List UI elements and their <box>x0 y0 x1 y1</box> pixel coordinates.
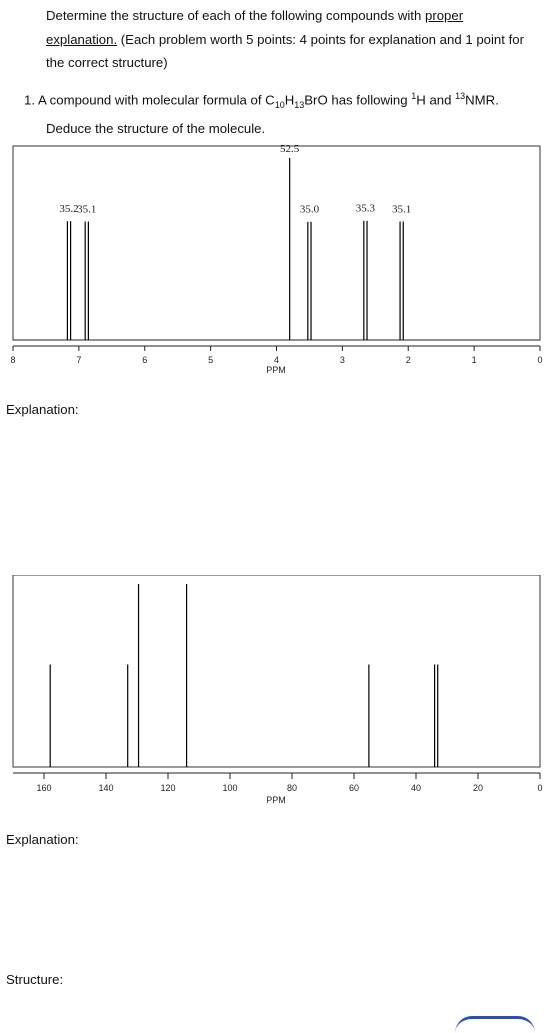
h-nmr-tick-label: 6 <box>142 355 147 365</box>
question-text-e: NMR. <box>465 92 499 108</box>
h-nmr-integration-label: 52.5 <box>280 143 300 155</box>
question-text-b: H <box>284 92 295 108</box>
structure-label: Structure: <box>6 972 64 987</box>
h-nmr-integration-label: 35.0 <box>300 204 320 216</box>
formula-sub-h: 13 <box>294 100 305 111</box>
c-nmr-tick-label: 80 <box>287 783 297 793</box>
h-nmr-tick-label: 4 <box>274 355 279 365</box>
h-nmr-integration-label: 35.1 <box>392 203 411 215</box>
h-nmr-integration-label: 35.3 <box>356 203 376 215</box>
c-nmr-tick-label: 160 <box>36 783 51 793</box>
h-nmr-tick-label: 1 <box>472 355 477 365</box>
h-nmr-integration-label: 35.1 <box>77 203 96 215</box>
c-nmr-tick-label: 100 <box>222 783 237 793</box>
explanation-label-1: Explanation: <box>6 402 79 417</box>
instructions-underline-explanation: explanation. <box>46 31 118 47</box>
instructions-text-1: Determine the structure of each of the f… <box>46 8 425 23</box>
question-line-2: Deduce the structure of the molecule. <box>46 121 266 137</box>
question-number: 1. <box>24 92 35 108</box>
c-nmr-tick-label: 40 <box>411 783 421 793</box>
c13-nmr-spectrum: 160 140 120 100 80 60 40 20 0 PPM <box>12 575 543 805</box>
superscript-13: 13 <box>455 91 466 101</box>
decorative-curve <box>455 1016 535 1033</box>
h-nmr-tick-label: 0 <box>537 355 542 365</box>
c-nmr-tick-label: 140 <box>98 783 113 793</box>
h-nmr-tick-label: 5 <box>208 355 213 365</box>
h-nmr-tick-label: 7 <box>76 355 81 365</box>
c-nmr-tick-label: 0 <box>537 783 542 793</box>
h-nmr-frame <box>12 145 541 341</box>
c-nmr-tick-label: 120 <box>160 783 175 793</box>
h-nmr-tick-label: 3 <box>340 355 345 365</box>
question-text-d: H and <box>416 92 456 108</box>
h-nmr-unit-label: PPM <box>266 365 286 375</box>
question-text-c: BrO has following <box>304 92 412 108</box>
instructions-underline-proper: proper <box>424 8 464 23</box>
c-nmr-tick-label: 20 <box>473 783 483 793</box>
instructions-text-2: (Each problem worth 5 points: 4 points f… <box>46 31 524 71</box>
c-nmr-unit-label: PPM <box>266 795 286 805</box>
question-1: 1. A compound with molecular formula of … <box>24 84 539 141</box>
h-nmr-tick-label: 8 <box>10 355 15 365</box>
c-nmr-tick-label: 60 <box>349 783 359 793</box>
h-nmr-integration-label: 35.2 <box>59 203 78 215</box>
explanation-label-2: Explanation: <box>6 832 79 847</box>
formula-sub-c: 10 <box>274 100 285 111</box>
c-nmr-frame <box>12 575 541 768</box>
instructions: Determine the structure of each of the f… <box>46 4 536 75</box>
h-nmr-tick-label: 2 <box>406 355 411 365</box>
superscript-1: 1 <box>411 91 417 101</box>
question-text-a: A compound with molecular formula of C <box>37 92 275 108</box>
